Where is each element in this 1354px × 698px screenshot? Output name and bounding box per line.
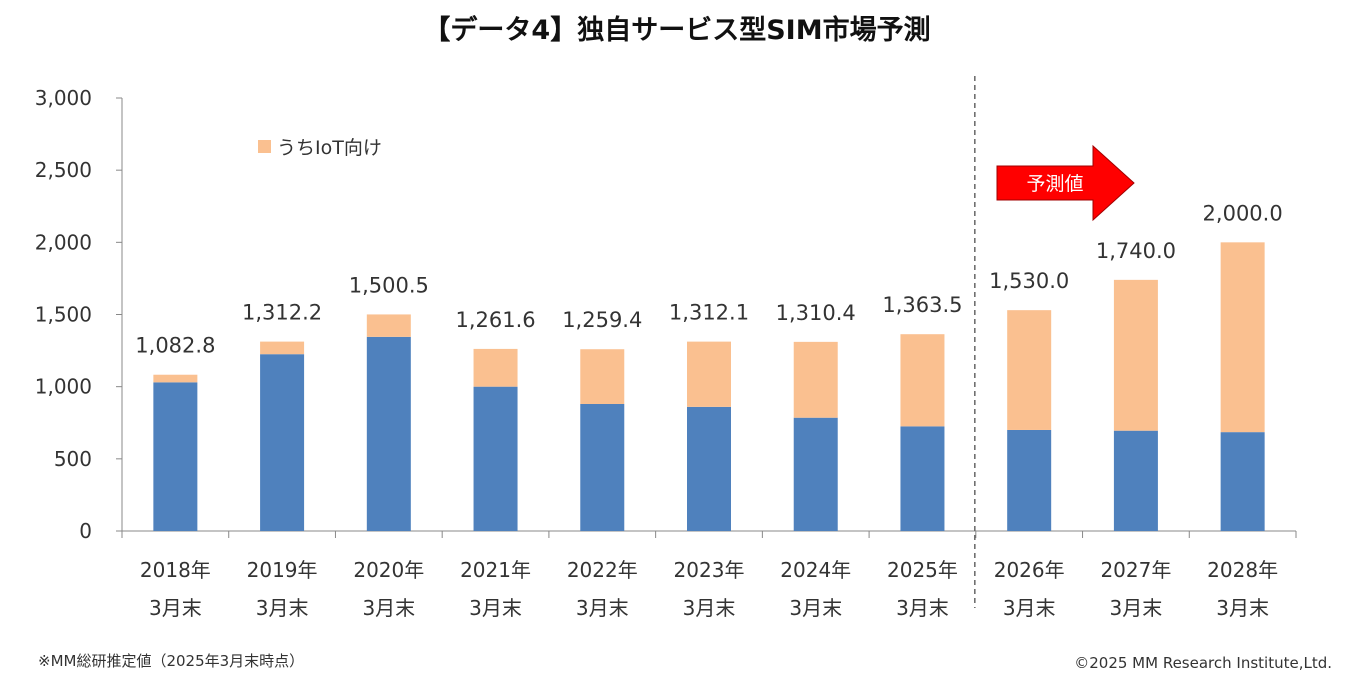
x-tick-label-year: 2022年 xyxy=(567,558,638,582)
bar-segment-iot xyxy=(1113,279,1158,431)
bar-segment-iot xyxy=(1007,310,1052,430)
bar-segment-iot xyxy=(900,334,945,427)
x-tick-label-year: 2024年 xyxy=(780,558,851,582)
forecast-label: 予測値 xyxy=(1026,173,1083,195)
bar-segment-iot xyxy=(580,349,625,404)
bar-segment-base xyxy=(793,417,838,531)
bar-segment-iot xyxy=(687,341,731,407)
x-tick-label-month: 3月末 xyxy=(362,596,415,620)
x-tick-label-month: 3月末 xyxy=(1003,596,1056,620)
x-tick-label-year: 2023年 xyxy=(674,558,745,582)
data-label: 1,261.6 xyxy=(455,308,535,332)
bar-segment-iot xyxy=(366,314,411,337)
bar-segment-iot xyxy=(153,374,198,383)
x-tick-label-year: 2021年 xyxy=(460,558,531,582)
y-tick-label: 0 xyxy=(79,519,92,543)
x-tick-label-year: 2027年 xyxy=(1100,558,1171,582)
bar-segment-base xyxy=(473,386,518,531)
data-label: 1,312.2 xyxy=(242,301,322,325)
data-label: 2,000.0 xyxy=(1203,201,1283,225)
x-tick-label-year: 2018年 xyxy=(140,558,211,582)
data-label: 1,530.0 xyxy=(989,269,1069,293)
x-tick-label-month: 3月末 xyxy=(1216,596,1269,620)
bar-segment-iot xyxy=(473,348,518,387)
x-tick-label-month: 3月末 xyxy=(683,596,736,620)
bar-segment-base xyxy=(366,336,411,531)
bar-segment-iot xyxy=(260,341,305,355)
data-label: 1,310.4 xyxy=(776,301,856,325)
data-label: 1,259.4 xyxy=(562,308,642,332)
x-tick-label-month: 3月末 xyxy=(149,596,202,620)
x-tick-label-month: 3月末 xyxy=(896,596,949,620)
x-tick-label-month: 3月末 xyxy=(256,596,309,620)
y-tick-label: 1,000 xyxy=(35,375,92,399)
x-tick-label-year: 2020年 xyxy=(353,558,424,582)
forecast-arrow-icon xyxy=(996,144,1135,222)
bar-segment-base xyxy=(153,382,198,531)
data-label: 1,363.5 xyxy=(882,293,962,317)
y-tick-label: 2,500 xyxy=(35,158,92,182)
data-label: 1,082.8 xyxy=(135,334,215,358)
x-tick-label-year: 2028年 xyxy=(1207,558,1278,582)
footnote: ※MM総研推定値（2025年3月末時点） xyxy=(38,652,305,670)
bar-segment-base xyxy=(1113,430,1158,531)
bar-segment-base xyxy=(1220,432,1265,531)
data-label: 1,500.5 xyxy=(349,273,429,297)
y-tick-label: 1,500 xyxy=(35,303,92,327)
copyright: ©2025 MM Research Institute,Ltd. xyxy=(1074,654,1332,672)
y-tick-label: 3,000 xyxy=(35,86,92,110)
data-label: 1,740.0 xyxy=(1096,239,1176,263)
x-tick-label-month: 3月末 xyxy=(1110,596,1163,620)
bar-segment-base xyxy=(1007,429,1052,531)
bar-segment-iot xyxy=(1220,242,1265,433)
x-tick-label-year: 2019年 xyxy=(247,558,318,582)
bar-segment-base xyxy=(580,403,625,531)
chart-title: 【データ4】独自サービス型SIM市場予測 xyxy=(423,15,931,46)
x-tick-label-month: 3月末 xyxy=(469,596,522,620)
x-tick-label-month: 3月末 xyxy=(789,596,842,620)
y-tick-label: 2,000 xyxy=(35,230,92,254)
x-tick-label-year: 2025年 xyxy=(887,558,958,582)
bar-segment-base xyxy=(687,406,731,531)
data-label: 1,312.1 xyxy=(669,301,749,325)
bar-segment-base xyxy=(260,354,305,531)
bar-segment-iot xyxy=(793,341,838,418)
bar-segment-base xyxy=(900,426,945,531)
legend-swatch-iot xyxy=(258,140,271,153)
y-tick-label: 500 xyxy=(54,447,92,471)
x-tick-label-year: 2026年 xyxy=(994,558,1065,582)
x-tick-label-month: 3月末 xyxy=(576,596,629,620)
legend-label-iot: うちIoT向け xyxy=(277,137,382,159)
